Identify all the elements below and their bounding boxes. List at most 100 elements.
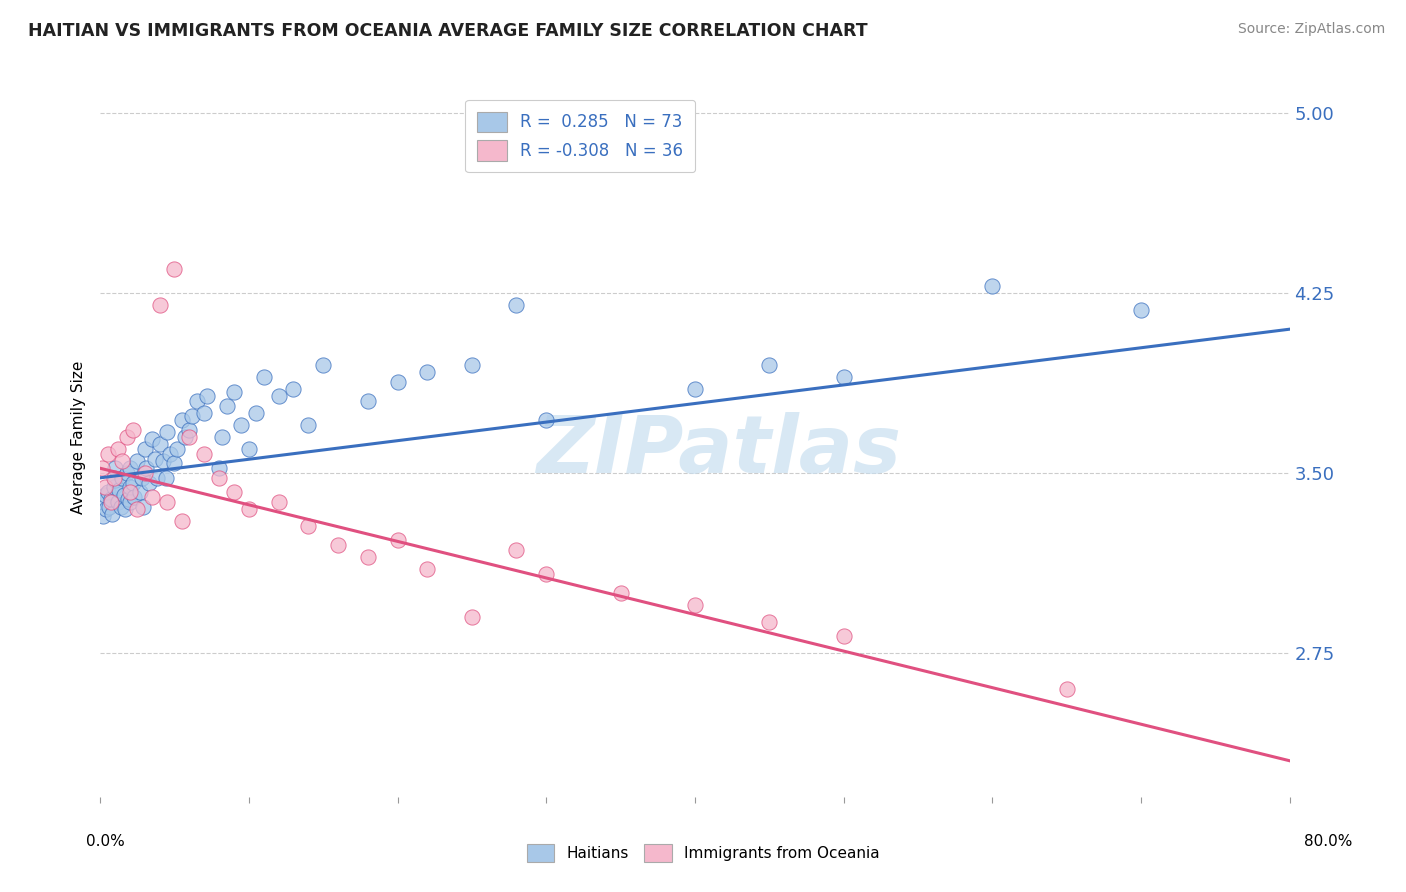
Point <box>149 437 172 451</box>
Point <box>155 471 177 485</box>
Point <box>124 490 146 504</box>
Text: HAITIAN VS IMMIGRANTS FROM OCEANIA AVERAGE FAMILY SIZE CORRELATION CHART: HAITIAN VS IMMIGRANTS FROM OCEANIA AVERA… <box>28 22 868 40</box>
Point <box>145 471 167 485</box>
Point <box>134 442 156 456</box>
Point <box>98 500 121 514</box>
Legend: R =  0.285   N = 73, R = -0.308   N = 36: R = 0.285 N = 73, R = -0.308 N = 36 <box>465 100 695 172</box>
Point <box>104 473 127 487</box>
Point <box>108 483 131 497</box>
Point <box>387 375 409 389</box>
Point <box>222 384 245 399</box>
Point <box>238 502 260 516</box>
Point <box>758 358 780 372</box>
Point <box>1129 303 1152 318</box>
Point <box>609 154 631 169</box>
Point <box>131 471 153 485</box>
Point <box>208 471 231 485</box>
Point <box>326 538 349 552</box>
Point <box>245 406 267 420</box>
Point <box>267 389 290 403</box>
Point <box>238 442 260 456</box>
Point <box>129 485 152 500</box>
Point <box>115 430 138 444</box>
Point <box>149 298 172 312</box>
Point <box>141 490 163 504</box>
Point <box>283 382 305 396</box>
Text: Source: ZipAtlas.com: Source: ZipAtlas.com <box>1237 22 1385 37</box>
Point <box>179 423 201 437</box>
Point <box>170 413 193 427</box>
Point <box>461 610 484 624</box>
Point <box>170 514 193 528</box>
Text: 80.0%: 80.0% <box>1305 834 1353 849</box>
Point <box>134 466 156 480</box>
Point <box>297 518 319 533</box>
Point <box>97 447 120 461</box>
Point <box>416 365 439 379</box>
Point <box>683 598 706 612</box>
Point <box>127 502 149 516</box>
Point <box>117 492 139 507</box>
Y-axis label: Average Family Size: Average Family Size <box>72 360 86 514</box>
Point <box>118 495 141 509</box>
Point <box>103 480 125 494</box>
Text: ZIPatlas: ZIPatlas <box>536 412 901 491</box>
Point <box>127 454 149 468</box>
Point <box>173 430 195 444</box>
Point <box>357 394 380 409</box>
Point <box>461 358 484 372</box>
Point <box>91 509 114 524</box>
Point <box>832 370 855 384</box>
Point <box>222 485 245 500</box>
Point <box>832 629 855 643</box>
Point <box>112 488 135 502</box>
Point <box>156 425 179 440</box>
Point <box>121 475 143 490</box>
Point <box>111 454 134 468</box>
Legend: Haitians, Immigrants from Oceania: Haitians, Immigrants from Oceania <box>520 838 886 868</box>
Point <box>114 502 136 516</box>
Point <box>156 495 179 509</box>
Point <box>107 442 129 456</box>
Point <box>138 475 160 490</box>
Point <box>215 399 238 413</box>
Point <box>166 442 188 456</box>
Point <box>111 471 134 485</box>
Point <box>93 488 115 502</box>
Point <box>110 500 132 514</box>
Point <box>312 358 335 372</box>
Point <box>186 394 208 409</box>
Point <box>163 262 186 277</box>
Point <box>107 495 129 509</box>
Point <box>231 418 253 433</box>
Point <box>141 433 163 447</box>
Point <box>267 495 290 509</box>
Point <box>981 279 1004 293</box>
Point <box>104 461 127 475</box>
Point <box>135 461 157 475</box>
Point <box>90 495 112 509</box>
Point <box>181 409 204 423</box>
Point <box>683 382 706 396</box>
Point <box>505 542 527 557</box>
Point <box>387 533 409 548</box>
Point <box>101 507 124 521</box>
Point <box>534 413 557 427</box>
Point <box>193 406 215 420</box>
Point <box>118 480 141 494</box>
Point <box>208 461 231 475</box>
Point <box>1056 681 1078 696</box>
Point <box>93 480 115 494</box>
Text: 0.0%: 0.0% <box>86 834 125 849</box>
Point <box>97 485 120 500</box>
Point <box>297 418 319 433</box>
Point <box>143 451 166 466</box>
Point <box>118 461 141 475</box>
Point <box>121 423 143 437</box>
Point <box>758 615 780 629</box>
Point <box>118 485 141 500</box>
Point <box>357 549 380 564</box>
Point <box>94 502 117 516</box>
Point <box>534 566 557 581</box>
Point <box>193 447 215 461</box>
